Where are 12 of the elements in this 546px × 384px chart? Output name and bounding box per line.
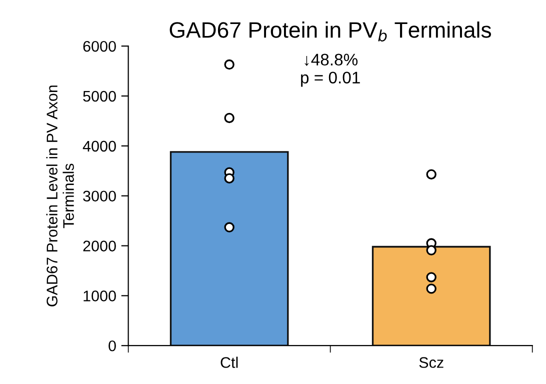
y-tick-label: 6000 [83,40,116,52]
y-axis-title: GAD67 Protein Level in PV Axon Terminals [46,86,74,306]
y-tick-label: 4000 [82,140,116,152]
annotation: ↓48.8% p = 0.01 [301,54,360,87]
y-tick-label: 2000 [83,240,116,252]
y-tick-label: 0 [108,340,116,352]
chart-title: GAD67 Protein in PV$_{b}$ Terminals [170,22,492,42]
x-tick-label: Scz [419,357,444,368]
y-tick-label: 1000 [84,290,116,302]
y-tick-label: 5000 [83,90,116,102]
x-tick-label: Ctl [220,356,238,368]
y-tick-label: 3000 [83,190,116,202]
